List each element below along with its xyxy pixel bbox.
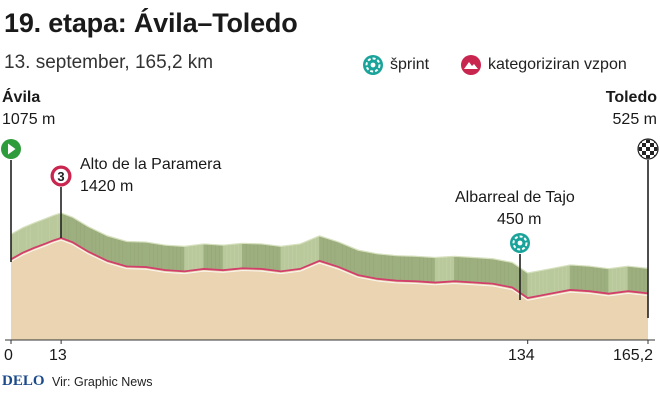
brand-logo: DELO xyxy=(2,373,45,389)
axis-tick-label: 0 xyxy=(4,347,13,364)
climb-name: Alto de la Paramera xyxy=(80,156,222,173)
climb-category: 3 xyxy=(57,169,64,184)
source-credit: Vir: Graphic News xyxy=(52,375,153,389)
climb-icon xyxy=(461,55,481,75)
profile-area xyxy=(11,238,648,340)
legend-climb-label: kategoriziran vzpon xyxy=(488,56,627,73)
finish-name: Toledo xyxy=(605,89,657,106)
checkered-flag-icon xyxy=(637,138,659,160)
category-3-climb-icon: 3 xyxy=(50,165,72,187)
sprint-icon xyxy=(363,55,383,75)
finish-elevation: 525 m xyxy=(612,111,657,128)
start-marker xyxy=(1,139,21,262)
axis-tick-label: 134 xyxy=(508,347,535,364)
sprint-point-icon xyxy=(510,233,530,253)
legend-climb: kategoriziran vzpon xyxy=(460,54,627,76)
sprint-marker xyxy=(510,233,530,300)
axis-tick-label: 13 xyxy=(49,347,67,364)
start-elevation: 1075 m xyxy=(2,111,56,128)
sprint-elevation: 450 m xyxy=(497,211,542,228)
start-name: Ávila xyxy=(2,89,41,106)
climb-marker: 3 xyxy=(50,165,72,238)
legend-sprint-label: šprint xyxy=(390,56,430,73)
stage-subtitle: 13. september, 165,2 km xyxy=(4,52,214,73)
climb-elevation: 1420 m xyxy=(80,178,134,195)
profile-line xyxy=(10,237,649,299)
page-title: 19. etapa: Ávila–Toledo xyxy=(4,8,298,38)
axis-tick-label: 165,2 xyxy=(613,347,654,364)
sprint-name: Albarreal de Tajo xyxy=(455,189,575,206)
legend-sprint: šprint xyxy=(362,54,429,76)
